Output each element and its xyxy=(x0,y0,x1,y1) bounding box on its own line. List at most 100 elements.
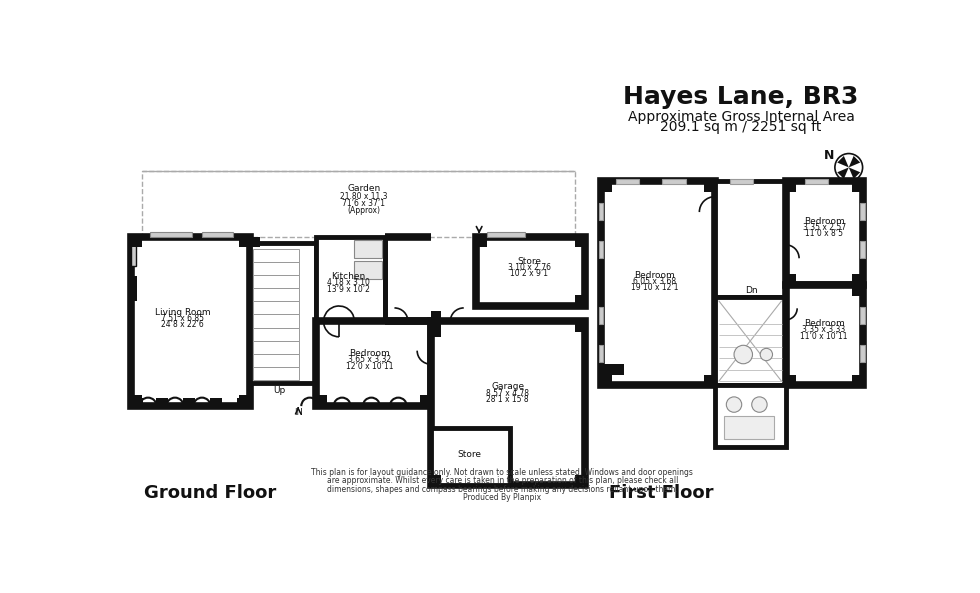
Text: 12’0 x 10’11: 12’0 x 10’11 xyxy=(346,362,394,371)
Bar xyxy=(131,237,250,406)
Bar xyxy=(430,321,441,337)
Polygon shape xyxy=(849,167,860,179)
Bar xyxy=(430,311,441,321)
Bar xyxy=(131,244,136,266)
Bar xyxy=(253,327,299,340)
Bar xyxy=(852,285,862,296)
Text: Store: Store xyxy=(517,257,541,266)
Bar xyxy=(131,398,143,406)
Bar xyxy=(253,340,299,354)
Bar xyxy=(316,396,326,406)
Bar xyxy=(316,321,430,406)
Text: IN: IN xyxy=(294,408,303,417)
Bar xyxy=(860,203,865,220)
Text: 21.80 x 11.3: 21.80 x 11.3 xyxy=(340,192,387,201)
Bar xyxy=(574,321,585,332)
Text: Kitchen: Kitchen xyxy=(331,272,366,281)
Bar xyxy=(253,262,299,275)
Bar xyxy=(786,375,797,385)
Text: Ground Floor: Ground Floor xyxy=(144,484,276,502)
Bar xyxy=(156,398,169,406)
Bar xyxy=(131,237,142,247)
Text: Up: Up xyxy=(272,386,285,395)
Bar xyxy=(601,364,624,375)
Bar xyxy=(131,237,142,247)
Bar xyxy=(142,171,575,237)
Text: Approximate Gross Internal Area: Approximate Gross Internal Area xyxy=(627,110,855,123)
Bar xyxy=(487,232,525,237)
Bar xyxy=(730,179,754,184)
Bar xyxy=(805,179,828,184)
Text: Living Room: Living Room xyxy=(155,308,211,317)
Bar xyxy=(601,181,714,385)
Polygon shape xyxy=(837,167,849,179)
Bar xyxy=(202,232,233,237)
Text: 6.05 x 3.68: 6.05 x 3.68 xyxy=(633,277,676,286)
Bar xyxy=(253,301,299,314)
Bar xyxy=(574,295,585,306)
Bar xyxy=(599,307,603,324)
Bar xyxy=(714,385,786,447)
Text: Bedroom: Bedroom xyxy=(804,319,845,328)
Bar xyxy=(714,296,786,385)
Bar xyxy=(786,275,797,285)
Bar xyxy=(714,181,786,296)
Bar xyxy=(599,345,603,362)
Polygon shape xyxy=(837,156,849,167)
Bar xyxy=(253,367,299,380)
Bar xyxy=(786,181,862,285)
Text: Hayes Lane, BR3: Hayes Lane, BR3 xyxy=(623,85,858,109)
Bar xyxy=(182,398,195,406)
Text: This plan is for layout guidance only. Not drawn to scale unless stated. Windows: This plan is for layout guidance only. N… xyxy=(312,468,693,477)
Bar xyxy=(253,275,299,288)
Bar xyxy=(150,232,192,237)
Bar xyxy=(253,288,299,301)
Text: Garage: Garage xyxy=(491,382,524,391)
Bar xyxy=(852,275,862,285)
Bar xyxy=(239,396,250,406)
Bar xyxy=(236,398,249,406)
Bar xyxy=(724,416,774,439)
Text: 71’6 x 37’1: 71’6 x 37’1 xyxy=(342,199,385,208)
Text: 3.35 x 2.57: 3.35 x 2.57 xyxy=(803,223,846,232)
Bar xyxy=(860,241,865,259)
Bar xyxy=(355,260,382,279)
Text: 10’2 x 9’1: 10’2 x 9’1 xyxy=(511,269,548,278)
Text: 3.10 x 2.76: 3.10 x 2.76 xyxy=(508,263,551,272)
Bar xyxy=(250,243,316,383)
Bar xyxy=(419,396,430,406)
Text: 3.65 x 3.32: 3.65 x 3.32 xyxy=(348,355,391,365)
Bar xyxy=(210,398,222,406)
Bar xyxy=(131,396,142,406)
Bar xyxy=(860,307,865,324)
Text: 7.51 x 6.85: 7.51 x 6.85 xyxy=(161,314,204,323)
Bar xyxy=(852,375,862,385)
Text: 209.1 sq m / 2251 sq ft: 209.1 sq m / 2251 sq ft xyxy=(661,120,821,135)
Text: 19’10 x 12’1: 19’10 x 12’1 xyxy=(631,283,678,292)
Bar xyxy=(129,281,137,301)
Text: Bedroom: Bedroom xyxy=(634,271,675,280)
Bar xyxy=(430,474,441,486)
Bar xyxy=(599,241,603,259)
Bar xyxy=(246,237,261,247)
Circle shape xyxy=(734,345,753,364)
Bar xyxy=(704,375,714,385)
Polygon shape xyxy=(849,156,860,167)
Bar xyxy=(786,181,797,192)
Bar xyxy=(616,179,639,184)
Circle shape xyxy=(726,397,742,412)
Bar xyxy=(239,237,250,247)
Circle shape xyxy=(752,397,767,412)
Bar xyxy=(601,375,612,385)
Text: N: N xyxy=(823,149,834,161)
Text: 11’0 x 8’5: 11’0 x 8’5 xyxy=(806,229,843,238)
Text: Produced By Planpix: Produced By Planpix xyxy=(464,493,541,502)
Text: are approximate. Whilst every care is taken in the preparation of this plan, ple: are approximate. Whilst every care is ta… xyxy=(326,476,678,485)
Text: 4.18 x 3.10: 4.18 x 3.10 xyxy=(326,278,369,288)
Bar xyxy=(860,345,865,362)
Bar xyxy=(253,249,299,262)
Text: (Approx): (Approx) xyxy=(347,206,380,215)
Bar xyxy=(574,474,585,486)
Bar xyxy=(316,237,385,321)
Bar xyxy=(599,203,603,220)
